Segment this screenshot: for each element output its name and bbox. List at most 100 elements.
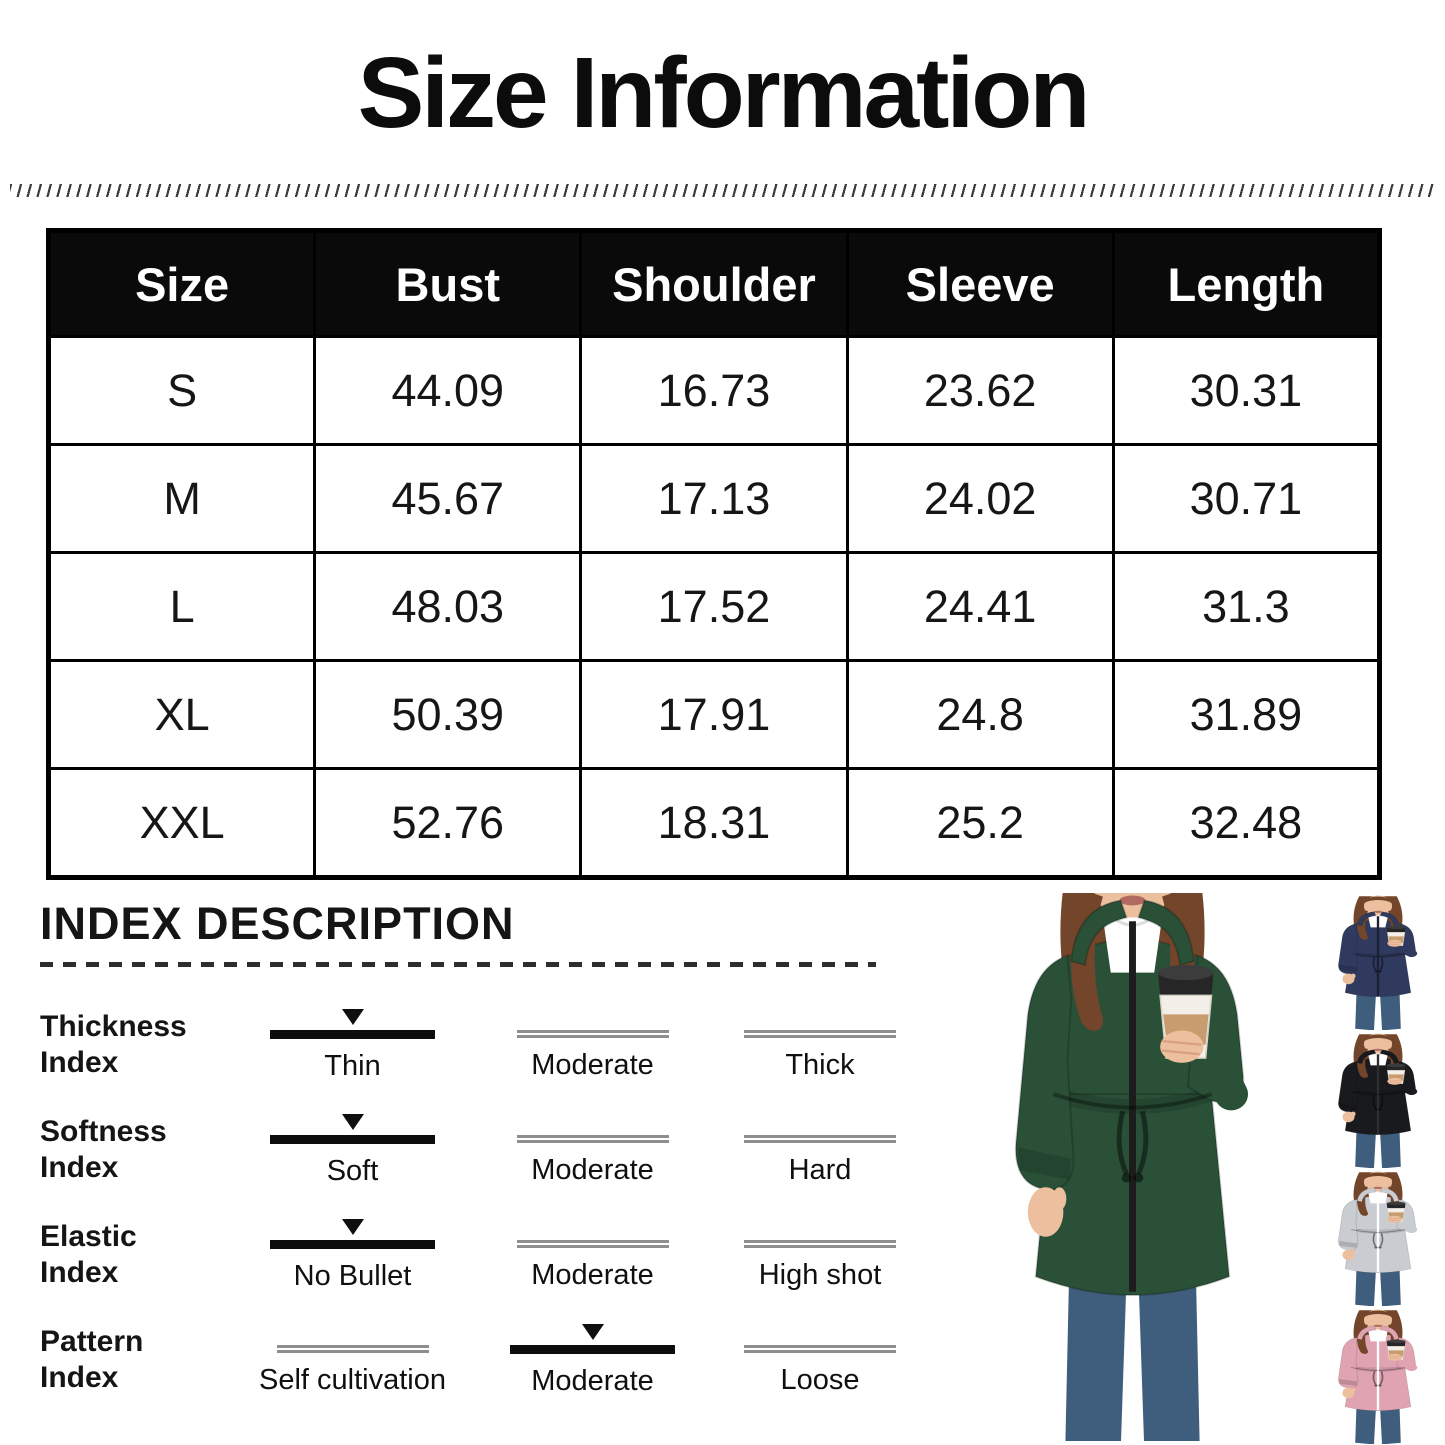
index-row-pattern: Pattern Index Self cultivation Moderate … [40, 1318, 940, 1420]
cell: 48.03 [313, 551, 583, 662]
table-row-xl: XL 50.39 17.91 24.8 31.89 [46, 659, 1382, 770]
main-product-image-green [935, 893, 1330, 1441]
size-table: Size Bust Shoulder Sleeve Length S 44.09… [46, 228, 1382, 880]
model-figure-pink [1311, 1307, 1445, 1444]
cell: XXL [46, 767, 317, 879]
index-level-bar [516, 1135, 669, 1143]
index-level-bar-selected [270, 1240, 435, 1249]
table-row-m: M 45.67 17.13 24.02 30.71 [46, 443, 1382, 554]
variant-image-gray [1311, 1169, 1445, 1306]
index-row-thickness: Thickness Index Thin Moderate Thick [40, 1003, 940, 1105]
cell: 45.67 [313, 443, 583, 554]
cell: XL [46, 659, 317, 770]
option-label: Thin [324, 1050, 381, 1082]
option-label: Moderate [531, 1365, 654, 1397]
index-level-bar [744, 1345, 896, 1353]
option-label: Self cultivation [259, 1364, 446, 1396]
col-header-bust: Bust [313, 229, 583, 338]
option-label: Moderate [531, 1259, 654, 1291]
index-option: Hard [705, 1108, 935, 1187]
cell: S [46, 335, 317, 446]
option-label: Moderate [531, 1154, 654, 1186]
index-option-selected: Moderate [480, 1318, 705, 1398]
triangle-down-icon [341, 1114, 364, 1130]
model-figure-green [935, 893, 1330, 1441]
triangle-down-icon [581, 1324, 604, 1340]
cell: 31.89 [1111, 659, 1382, 770]
cell: 25.2 [845, 767, 1115, 879]
index-level-bar [276, 1345, 429, 1353]
option-label: Loose [780, 1364, 860, 1396]
index-option: High shot [705, 1213, 935, 1292]
cell: 24.8 [845, 659, 1115, 770]
triangle-down-icon [341, 1009, 364, 1025]
index-level-bar [744, 1135, 896, 1143]
index-option: Loose [705, 1318, 935, 1397]
index-option-selected: Soft [240, 1108, 465, 1188]
cell: 24.41 [845, 551, 1115, 662]
index-level-bar-selected [270, 1135, 435, 1144]
index-option: Thick [705, 1003, 935, 1082]
cell: 30.71 [1111, 443, 1382, 554]
option-label: High shot [758, 1259, 882, 1291]
col-header-length: Length [1111, 229, 1382, 338]
hatched-divider [10, 184, 1434, 197]
cell: 18.31 [579, 767, 849, 879]
table-row-s: S 44.09 16.73 23.62 30.31 [46, 335, 1382, 446]
index-option: Self cultivation [240, 1318, 465, 1397]
option-label: Hard [788, 1154, 852, 1186]
model-figure-gray [1311, 1169, 1445, 1306]
triangle-down-icon [341, 1219, 364, 1235]
index-level-bar [744, 1240, 896, 1248]
index-row-label: Thickness Index [40, 1010, 187, 1079]
index-level-bar [516, 1030, 669, 1038]
index-option: Moderate [480, 1108, 705, 1187]
index-level-bar [516, 1240, 669, 1248]
model-figure-navy [1311, 893, 1445, 1030]
col-header-size: Size [46, 229, 317, 338]
cell: 32.48 [1111, 767, 1382, 879]
col-header-sleeve: Sleeve [845, 229, 1115, 338]
index-row-elastic: Elastic Index No Bullet Moderate High sh… [40, 1213, 940, 1315]
option-label: Soft [326, 1155, 379, 1187]
index-row-label: Elastic Index [40, 1220, 137, 1289]
cell: 44.09 [313, 335, 583, 446]
selected-marker [341, 1213, 364, 1240]
index-row-label: Softness Index [40, 1115, 167, 1184]
cell: 50.39 [313, 659, 583, 770]
index-row-label: Pattern Index [40, 1325, 144, 1394]
col-header-shoulder: Shoulder [579, 229, 849, 338]
index-description-heading: INDEX DESCRIPTION [40, 898, 515, 949]
index-level-bar-selected [510, 1345, 675, 1354]
page-title: Size Information [357, 37, 1091, 149]
cell: 17.13 [579, 443, 849, 554]
cell: 16.73 [579, 335, 849, 446]
selected-marker [581, 1318, 604, 1345]
model-figure-black [1311, 1031, 1445, 1168]
variant-image-pink [1311, 1307, 1445, 1444]
variant-image-black [1311, 1031, 1445, 1168]
dashed-divider [40, 962, 876, 967]
cell: 23.62 [845, 335, 1115, 446]
index-row-softness: Softness Index Soft Moderate Hard [40, 1108, 940, 1210]
selected-marker [341, 1003, 364, 1030]
cell: 31.3 [1111, 551, 1382, 662]
table-row-xxl: XXL 52.76 18.31 25.2 32.48 [46, 767, 1382, 879]
index-level-bar [744, 1030, 896, 1038]
index-option-selected: Thin [240, 1003, 465, 1083]
index-option: Moderate [480, 1003, 705, 1082]
cell: L [46, 551, 317, 662]
size-table-container: Size Bust Shoulder Sleeve Length S 44.09… [46, 228, 1382, 880]
option-label: Thick [785, 1049, 855, 1081]
option-label: Moderate [531, 1049, 654, 1081]
cell: 52.76 [313, 767, 583, 879]
option-label: No Bullet [293, 1260, 412, 1292]
cell: 30.31 [1111, 335, 1382, 446]
size-table-header-row: Size Bust Shoulder Sleeve Length [46, 229, 1382, 338]
cell: M [46, 443, 317, 554]
cell: 17.91 [579, 659, 849, 770]
variant-image-navy [1311, 893, 1445, 1030]
cell: 17.52 [579, 551, 849, 662]
cell: 24.02 [845, 443, 1115, 554]
